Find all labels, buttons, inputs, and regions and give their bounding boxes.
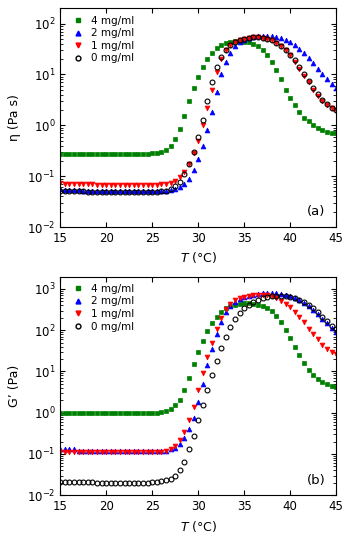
X-axis label: $T$ (°C): $T$ (°C) — [180, 250, 217, 266]
Legend: 4 mg/ml, 2 mg/ml, 1 mg/ml, 0 mg/ml: 4 mg/ml, 2 mg/ml, 1 mg/ml, 0 mg/ml — [65, 14, 137, 66]
Text: (b): (b) — [307, 474, 325, 487]
X-axis label: $T$ (°C): $T$ (°C) — [180, 519, 217, 534]
Y-axis label: η (Pa s): η (Pa s) — [8, 94, 21, 141]
Legend: 4 mg/ml, 2 mg/ml, 1 mg/ml, 0 mg/ml: 4 mg/ml, 2 mg/ml, 1 mg/ml, 0 mg/ml — [65, 282, 137, 334]
Text: (a): (a) — [307, 205, 325, 218]
Y-axis label: G’ (Pa): G’ (Pa) — [8, 365, 21, 407]
